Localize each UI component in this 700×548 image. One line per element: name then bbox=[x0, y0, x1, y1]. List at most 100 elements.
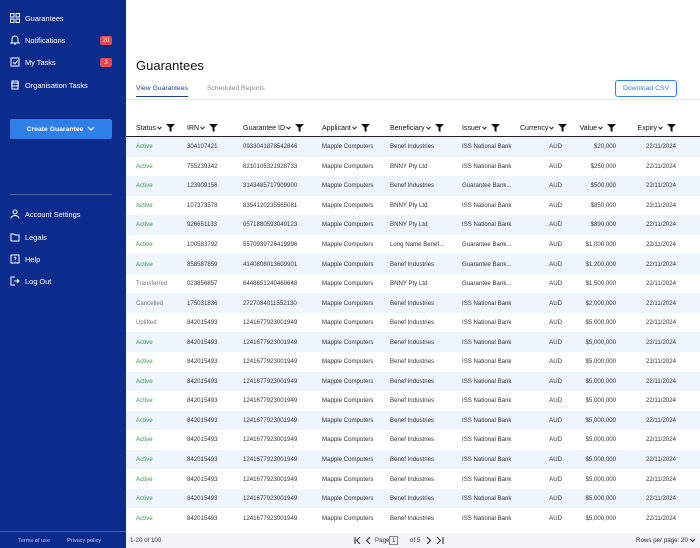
footer-link[interactable]: Privacy policy bbox=[67, 538, 102, 544]
status-cell: Active bbox=[126, 332, 187, 353]
next-last[interactable] bbox=[425, 537, 445, 544]
table-cell: ISS National Bank bbox=[462, 293, 520, 313]
table-cell: $5,000,000 bbox=[562, 332, 622, 353]
table-row[interactable]: Active 858587859 4140808013609901 Mapple Co… bbox=[126, 254, 700, 274]
column-header[interactable]: Value bbox=[562, 120, 622, 137]
column-header[interactable]: Expiry bbox=[622, 120, 700, 137]
table-cell: ISS National Bank bbox=[462, 371, 520, 392]
table-cell: Mapple Computers bbox=[322, 254, 390, 274]
column-header[interactable]: Applicant bbox=[322, 120, 390, 137]
table-row[interactable]: Active 100583792 5570939726419996 Mapple Co… bbox=[126, 235, 700, 255]
table-cell: 22/11/2024 bbox=[622, 488, 700, 509]
table-cell: 1241677923001949 bbox=[243, 319, 298, 327]
table-cell: 8210105321928733 bbox=[243, 162, 298, 170]
table-cell: 22/11/2024 bbox=[645, 162, 676, 170]
nav-item[interactable]: Guarantees bbox=[10, 12, 64, 24]
column-header[interactable]: Beneficiary bbox=[390, 120, 462, 137]
table-cell: AUD bbox=[549, 475, 562, 483]
funnel-path bbox=[209, 124, 219, 132]
table-row[interactable]: Active 107373578 8354120235565081 Mapple Co… bbox=[126, 196, 700, 216]
table-row[interactable]: Active 926651133 0571880593049123 Mapple Co… bbox=[126, 215, 700, 235]
column-label: Beneficiary bbox=[390, 124, 425, 132]
table-cell: ISS National Bank bbox=[462, 162, 512, 170]
table-row[interactable]: Active 842015493 1241677923001949 Mapple Co… bbox=[126, 508, 700, 528]
table-row[interactable]: Active 842015493 1241677923001949 Mapple Co… bbox=[126, 469, 700, 489]
icon bbox=[10, 35, 20, 45]
status-cell: Active bbox=[126, 176, 187, 196]
nav-item[interactable]: Organisation Tasks bbox=[10, 79, 88, 91]
first-prev[interactable] bbox=[354, 537, 380, 544]
chevron-path bbox=[425, 126, 431, 130]
table-row[interactable]: Active 842015493 1241677923001949 Mapple Co… bbox=[126, 332, 700, 353]
column-header[interactable]: Currency bbox=[520, 120, 568, 137]
table-cell: ISS National Bank bbox=[462, 410, 520, 431]
rows-per-page[interactable]: Rows per page: 20 bbox=[636, 537, 688, 544]
table-cell: 22/11/2024 bbox=[622, 371, 700, 392]
table-cell: 304107421 bbox=[187, 136, 243, 157]
funnel-path bbox=[295, 124, 305, 132]
nav-item[interactable]: My Tasks bbox=[10, 56, 56, 68]
table-cell: Mapple Computers bbox=[322, 410, 390, 431]
column-header[interactable]: Guarantee ID bbox=[243, 120, 322, 137]
chevron-path bbox=[658, 126, 663, 130]
table-cell: BNNY Pty Ltd bbox=[390, 215, 462, 235]
table-row[interactable]: Transferred 023856857 6448651240460648 Mapp… bbox=[126, 274, 700, 294]
nav-item[interactable]: Help bbox=[10, 253, 40, 265]
table-cell: Benef Industries bbox=[390, 436, 435, 444]
nav-item[interactable]: Legals bbox=[10, 231, 47, 243]
page-input[interactable]: 1 bbox=[389, 536, 399, 545]
table-cell: Mapple Computers bbox=[322, 136, 390, 157]
download-button[interactable]: Download CSV bbox=[615, 80, 677, 97]
table-cell: Benef Industries bbox=[390, 136, 462, 157]
table-cell: AUD bbox=[520, 136, 562, 157]
column-label: Currency bbox=[520, 124, 549, 132]
column-header[interactable]: IRN bbox=[187, 120, 243, 137]
nav-item[interactable]: Log Out bbox=[10, 275, 51, 287]
table-row[interactable]: Active 842015493 1241677923001949 Mapple Co… bbox=[126, 430, 700, 450]
column-header[interactable]: Status bbox=[126, 120, 187, 137]
table-row[interactable]: Active 842015493 1241677923001949 Mapple Co… bbox=[126, 391, 700, 411]
pagination: 1-20 of 100 Page 1 of 5 Rows per page: 2… bbox=[126, 533, 700, 548]
table-row[interactable]: Uplifted 842015493 1241677923001949 Mapple … bbox=[126, 313, 700, 333]
table-cell: ISS National Bank bbox=[462, 358, 512, 366]
status-cell: Active bbox=[126, 254, 187, 274]
table-cell: ISS National Bank bbox=[462, 514, 512, 522]
tab[interactable]: View Guarantees bbox=[136, 85, 189, 97]
table-row[interactable]: Active 842015493 1241677923001949 Mapple Co… bbox=[126, 449, 700, 470]
status-cell: Active bbox=[126, 449, 187, 470]
button-label: Create Guarantee bbox=[26, 125, 84, 133]
table-cell: $850,000 bbox=[590, 201, 616, 209]
table-cell: Mapple Computers bbox=[322, 176, 390, 196]
nav-item[interactable]: Notifications bbox=[10, 34, 65, 46]
divider bbox=[10, 194, 112, 195]
table-cell: $250,000 bbox=[590, 162, 616, 170]
nav-item[interactable]: Account Settings bbox=[10, 208, 80, 220]
table-cell: 5570939726419996 bbox=[243, 241, 298, 248]
table-row[interactable]: Active 842015493 1241677923001949 Mapple Co… bbox=[126, 488, 700, 509]
column-header[interactable]: Issuer bbox=[462, 120, 520, 137]
table-cell: $500,000 bbox=[562, 176, 622, 196]
table-cell: 842015493 bbox=[187, 449, 243, 470]
table-cell: Guarantee Bank... bbox=[462, 254, 520, 274]
nav-label: Organisation Tasks bbox=[25, 80, 88, 90]
table-cell: ISS National Bank bbox=[462, 436, 512, 444]
table-cell: Benef Industries bbox=[390, 475, 435, 483]
table-cell: AUD bbox=[549, 201, 562, 209]
table-row[interactable]: Active 842015493 1241677923001949 Mapple Co… bbox=[126, 352, 700, 372]
table-cell: ISS National Bank bbox=[462, 397, 512, 405]
table-row[interactable]: Active 755239342 8210105321928733 Mapple Co… bbox=[126, 157, 700, 177]
table-cell: 1241677923001949 bbox=[243, 449, 322, 470]
table-cell: Benef Industries bbox=[390, 514, 435, 522]
tab[interactable]: Scheduled Reports bbox=[207, 85, 265, 92]
table-row[interactable]: Active 842015493 1241677923001949 Mapple Co… bbox=[126, 410, 700, 431]
create-button[interactable]: Create Guarantee bbox=[10, 119, 112, 139]
footer-link[interactable]: Terms of use bbox=[18, 538, 51, 544]
table-row[interactable]: Active 304107421 0933041878542846 Mapple Co… bbox=[126, 136, 700, 157]
table-row[interactable]: Cancelled 175031836 2727084011552130 Mapple… bbox=[126, 293, 700, 313]
table-row[interactable]: Active 123909156 3143485717909900 Mapple Co… bbox=[126, 176, 700, 196]
column-label: Applicant bbox=[322, 124, 351, 132]
table-cell: 0933041878542846 bbox=[243, 136, 322, 157]
table-cell: AUD bbox=[520, 410, 562, 431]
table-row[interactable]: Active 842015493 1241677923001949 Mapple Co… bbox=[126, 371, 700, 392]
filter-icon bbox=[667, 124, 676, 132]
